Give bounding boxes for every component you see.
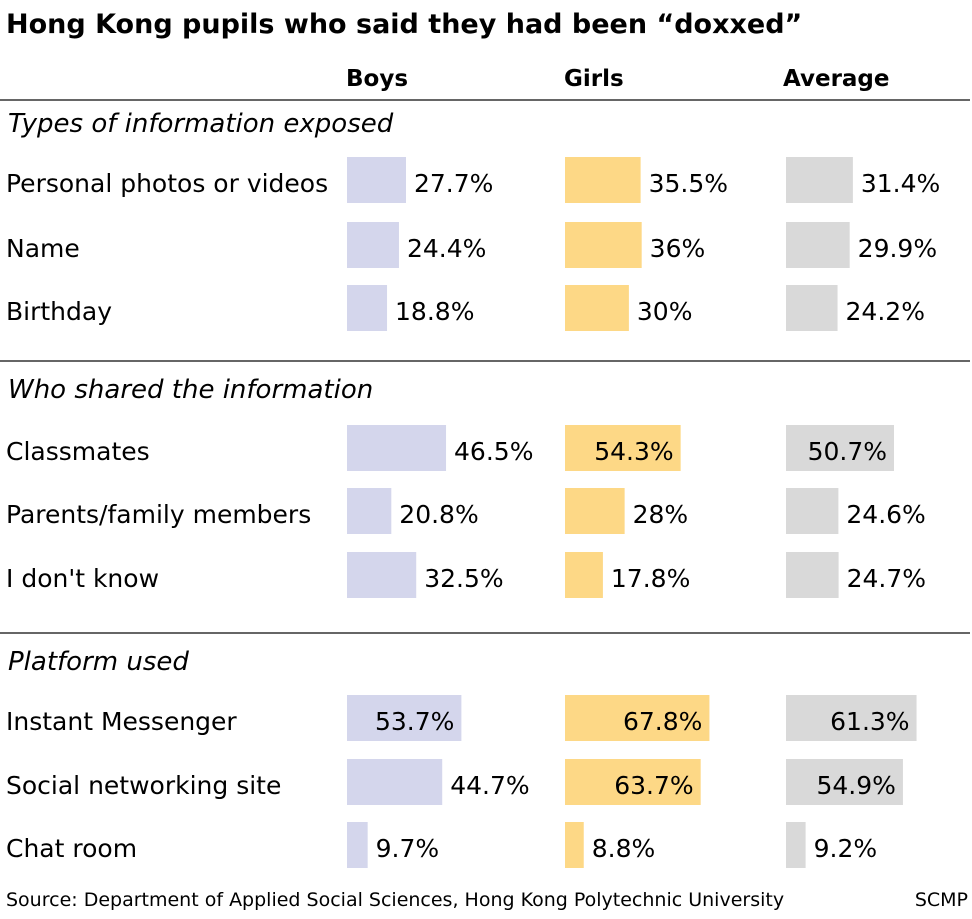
- bar-average: [786, 552, 839, 598]
- bar-boys: [347, 157, 407, 203]
- value-label-boys: 20.8%: [399, 500, 478, 529]
- bar-girls: [565, 552, 603, 598]
- column-header-girls: Girls: [564, 66, 624, 92]
- value-label-boys: 46.5%: [454, 437, 533, 466]
- bar-average: [786, 222, 850, 268]
- row-label: Chat room: [6, 834, 137, 863]
- chart-body: Types of information exposed Personal pho…: [0, 99, 970, 868]
- row-label: Social networking site: [6, 771, 281, 800]
- value-label-girls: 67.8%: [623, 707, 702, 736]
- bar-boys: [347, 488, 392, 534]
- value-label-average: 24.7%: [847, 564, 926, 593]
- value-label-girls: 8.8%: [592, 834, 656, 863]
- value-label-girls: 35.5%: [649, 169, 728, 198]
- value-label-average: 50.7%: [808, 437, 887, 466]
- bar-average: [786, 695, 917, 741]
- column-header-average: Average: [783, 66, 890, 92]
- row-label: Instant Messenger: [6, 707, 237, 736]
- value-label-average: 61.3%: [830, 707, 909, 736]
- chart-title: Hong Kong pupils who said they had been …: [6, 9, 802, 40]
- row-label: Birthday: [6, 297, 112, 326]
- bar-boys: [347, 222, 399, 268]
- bar-boys: [347, 285, 388, 331]
- bar-boys: [347, 425, 447, 471]
- bar-boys: [347, 552, 417, 598]
- value-label-average: 31.4%: [861, 169, 940, 198]
- source-note: Source: Department of Applied Social Sci…: [6, 889, 784, 911]
- value-label-girls: 28%: [633, 500, 689, 529]
- bar-average: [786, 157, 853, 203]
- bar-boys: [347, 822, 368, 868]
- value-label-girls: 17.8%: [611, 564, 690, 593]
- bar-average: [786, 488, 839, 534]
- value-label-girls: 54.3%: [594, 437, 673, 466]
- bar-average: [786, 425, 894, 471]
- value-label-average: 54.9%: [817, 771, 896, 800]
- bar-average: [786, 759, 903, 805]
- row-label: I don't know: [6, 564, 159, 593]
- bar-boys: [347, 759, 443, 805]
- bar-girls: [565, 157, 641, 203]
- bar-average: [786, 285, 838, 331]
- bar-girls: [565, 822, 584, 868]
- column-header-boys: Boys: [346, 66, 408, 92]
- bar-boys: [347, 695, 462, 741]
- bar-girls: [565, 488, 625, 534]
- value-label-boys: 32.5%: [424, 564, 503, 593]
- value-label-average: 9.2%: [814, 834, 878, 863]
- value-label-boys: 53.7%: [375, 707, 454, 736]
- value-label-boys: 27.7%: [414, 169, 493, 198]
- value-label-girls: 36%: [650, 234, 706, 263]
- value-label-average: 29.9%: [858, 234, 937, 263]
- credit-label: SCMP: [915, 889, 968, 911]
- section-title: Who shared the information: [8, 375, 373, 405]
- value-label-girls: 63.7%: [614, 771, 693, 800]
- section-title: Platform used: [8, 647, 189, 677]
- value-label-boys: 9.7%: [376, 834, 440, 863]
- value-label-average: 24.2%: [846, 297, 925, 326]
- bar-girls: [565, 695, 710, 741]
- bar-girls: [565, 759, 701, 805]
- bar-girls: [565, 222, 642, 268]
- bar-girls: [565, 425, 681, 471]
- section-title: Types of information exposed: [8, 109, 394, 139]
- value-label-average: 24.6%: [846, 500, 925, 529]
- row-label: Name: [6, 234, 80, 263]
- bar-girls: [565, 285, 629, 331]
- value-label-boys: 44.7%: [450, 771, 529, 800]
- bar-average: [786, 822, 806, 868]
- value-label-boys: 24.4%: [407, 234, 486, 263]
- row-label: Classmates: [6, 437, 150, 466]
- row-label: Personal photos or videos: [6, 169, 328, 198]
- value-label-boys: 18.8%: [395, 297, 474, 326]
- value-label-girls: 30%: [637, 297, 693, 326]
- row-label: Parents/family members: [6, 500, 311, 529]
